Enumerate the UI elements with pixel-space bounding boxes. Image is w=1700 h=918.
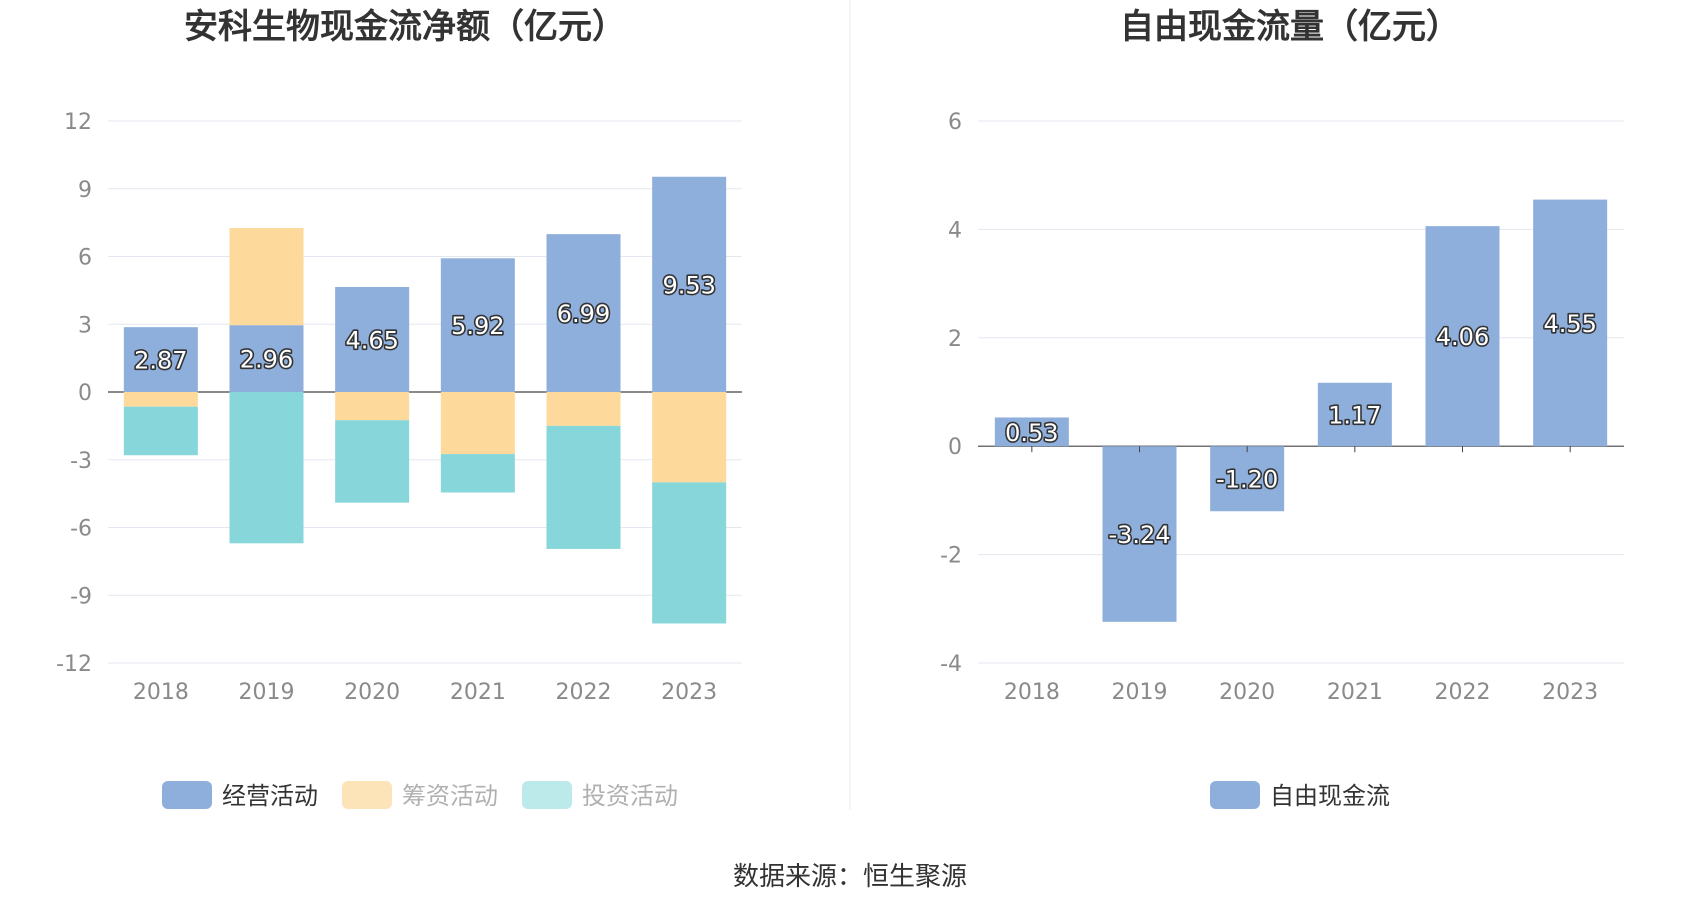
bar-投资活动-2022 [546,425,621,549]
y-tick-label: -4 [940,652,962,677]
y-tick-label: 4 [948,218,962,243]
legend-swatch-自由现金流 [1210,781,1260,809]
y-tick-label: -3 [70,449,92,474]
bar-筹资活动-2018 [123,392,198,407]
data-label: 1.17 [1328,401,1381,429]
bar-筹资活动-2019 [229,228,304,326]
bar-经营活动-2023 [652,176,727,392]
bar-投资活动-2019 [229,392,304,544]
y-tick-label: 3 [78,313,92,338]
data-label: 2.87 [134,347,187,375]
y-tick-label: 6 [78,246,92,271]
y-tick-label: -6 [70,517,92,542]
legend-label-经营活动: 经营活动 [222,782,318,810]
x-tick-label: 2022 [556,680,612,705]
data-label: 6.99 [557,300,610,328]
x-tick-label: 2021 [450,680,506,705]
bar-经营活动-2022 [546,234,621,392]
x-tick-label: 2018 [133,680,189,705]
legend-label-筹资活动: 筹资活动 [402,782,498,810]
x-tick-label: 2019 [1112,680,1168,705]
data-label: 4.65 [345,326,398,354]
bar-投资活动-2018 [123,406,198,456]
x-tick-label: 2018 [1004,680,1060,705]
data-label: 9.53 [662,271,715,299]
bar-自由现金流-2020 [1210,446,1285,512]
chart-title: 自由现金流量（亿元） [1120,7,1460,47]
data-label: -1.20 [1216,466,1278,494]
bar-投资活动-2021 [440,454,515,493]
x-tick-label: 2020 [1219,680,1275,705]
legend-label-投资活动: 投资活动 [582,782,678,810]
y-tick-label: -2 [940,544,962,569]
source-note: 数据来源：恒生聚源 [733,862,967,892]
y-tick-label: -12 [56,652,92,677]
y-tick-label: -9 [70,584,92,609]
y-tick-label: 12 [64,110,92,135]
y-tick-label: 2 [948,327,962,352]
x-tick-label: 2019 [239,680,295,705]
legend-swatch-投资活动 [522,781,572,809]
bar-筹资活动-2020 [335,392,410,421]
data-label: 2.96 [240,346,293,374]
y-tick-label: 0 [948,435,962,460]
x-tick-label: 2021 [1327,680,1383,705]
data-label: 4.55 [1543,310,1596,338]
legend-swatch-经营活动 [162,781,212,809]
data-label: -3.24 [1108,521,1170,549]
legend-label-自由现金流: 自由现金流 [1270,782,1390,810]
x-tick-label: 2023 [1542,680,1598,705]
bar-筹资活动-2023 [652,392,727,483]
bar-自由现金流-2023 [1533,199,1608,447]
free-cash-flow-chart: 自由现金流量（亿元） 6 4 2 0 -2 -4 2018 2019 2020 2021 2022 20… [940,7,1624,810]
bar-经营活动-2018 [123,327,198,392]
x-tick-label: 2020 [344,680,400,705]
bar-自由现金流-2021 [1317,382,1392,447]
y-tick-label: 0 [78,381,92,406]
bar-自由现金流-2018 [994,417,1069,447]
legend-swatch-筹资活动 [342,781,392,809]
data-label: 0.53 [1005,419,1058,447]
bar-经营活动-2019 [229,325,304,392]
y-tick-label: 9 [78,178,92,203]
bar-经营活动-2020 [335,286,410,392]
bar-自由现金流-2022 [1425,226,1500,447]
bar-筹资活动-2022 [546,392,621,426]
data-label: 5.92 [451,312,504,340]
cash-flow-chart: 安科生物现金流净额（亿元） 12 9 6 3 0 -3 -6 -9 -12 2018 2019 2020… [56,7,742,810]
bar-自由现金流-2019 [1102,446,1177,622]
data-label: 4.06 [1436,323,1489,351]
bar-投资活动-2020 [335,420,410,503]
x-tick-label: 2023 [661,680,717,705]
bar-投资活动-2023 [652,482,727,624]
bar-筹资活动-2021 [440,392,515,455]
x-tick-label: 2022 [1435,680,1491,705]
chart-title: 安科生物现金流净额（亿元） [184,7,626,47]
y-tick-label: 6 [948,110,962,135]
bar-经营活动-2021 [440,258,515,392]
